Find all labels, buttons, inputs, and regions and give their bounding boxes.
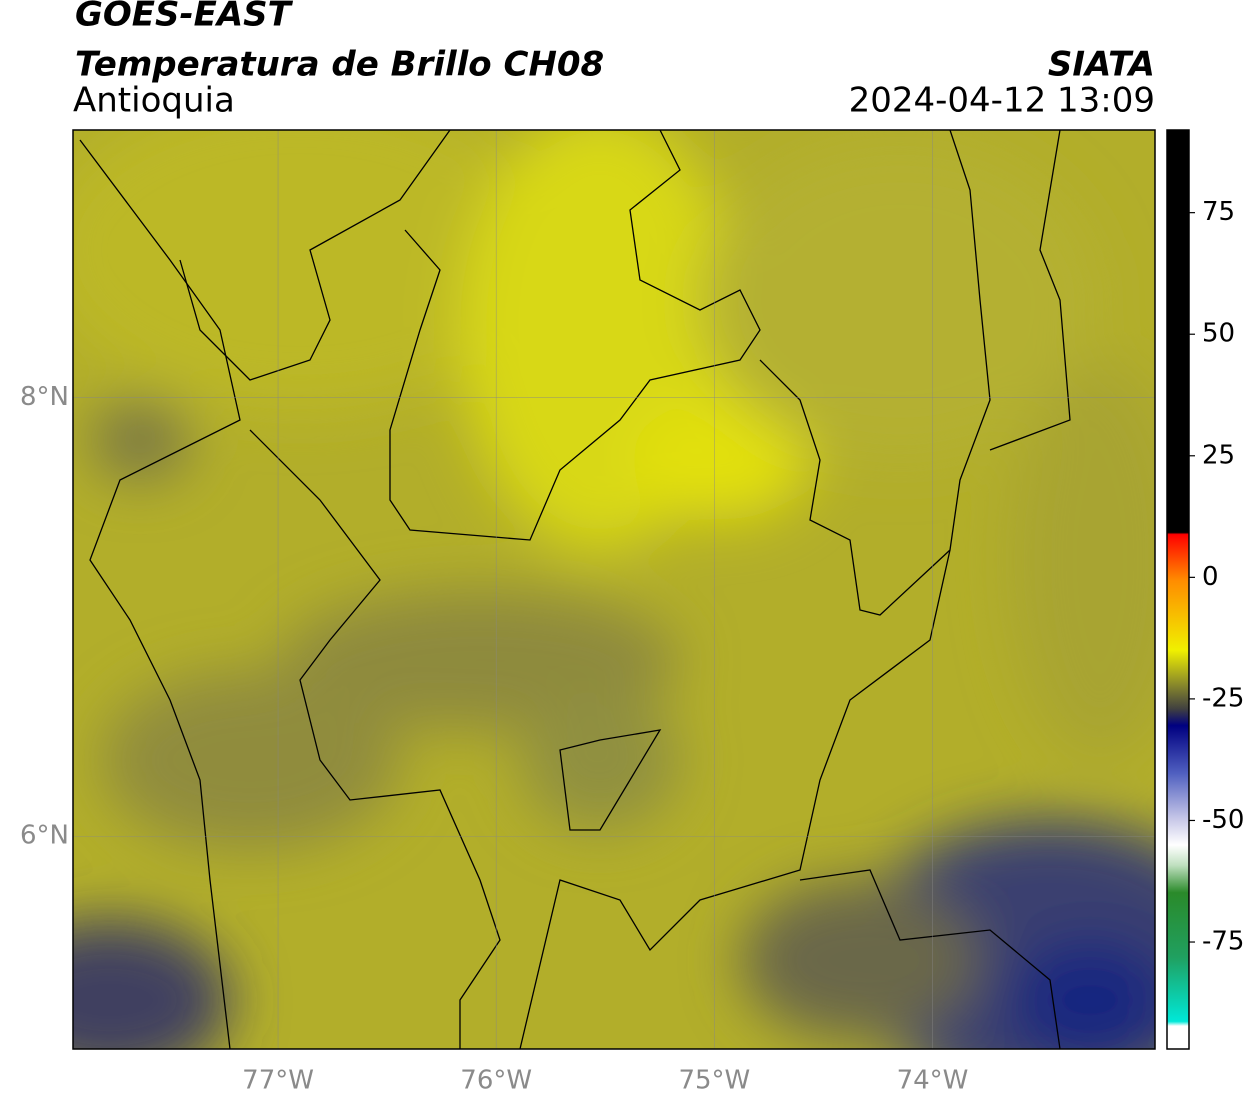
colorbar-tick-label: 50 [1202,319,1235,349]
colorbar [1166,129,1190,1050]
source: SIATA [1048,45,1155,85]
title: GOES-EAST [75,0,294,35]
colorbar-tick-label: -75 [1202,927,1244,957]
colorbar-tick-label: 0 [1202,562,1219,592]
y-tick-label: 6°N [20,821,69,851]
colorbar-tick-label: -25 [1202,683,1244,713]
grid [73,130,1155,1049]
x-tick-label: 74°W [897,1066,969,1096]
y-tick-label: 8°N [20,382,69,412]
colorbar-tick-label: -50 [1202,805,1244,835]
x-tick-label: 76°W [460,1066,532,1096]
x-tick-label: 75°W [678,1066,750,1096]
temperature-field [73,130,1155,1049]
timestamp: 2024-04-12 13:09 [849,81,1155,121]
subtitle: Temperatura de Brillo CH08 [75,45,604,85]
x-tick-label: 77°W [242,1066,314,1096]
colorbar-tick-label: 25 [1202,440,1235,470]
boundaries [79,130,1071,1049]
map-frame [72,129,1156,1050]
region: Antioquia [73,81,235,121]
colorbar-tick-label: 75 [1202,197,1235,227]
